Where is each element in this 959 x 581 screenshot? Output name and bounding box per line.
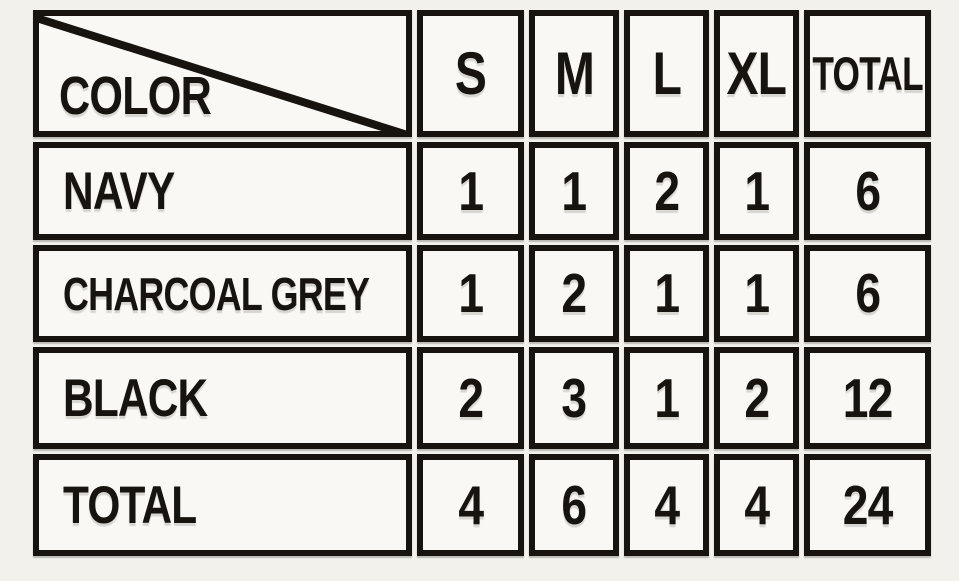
value-cell-navy-m: 1 bbox=[529, 142, 619, 240]
row-label: TOTAL bbox=[63, 475, 197, 535]
col-header-label: TOTAL bbox=[812, 47, 923, 100]
cell-value: 1 bbox=[458, 159, 484, 222]
value-cell-navy-s: 1 bbox=[417, 142, 524, 240]
value-cell-black-m: 3 bbox=[529, 347, 619, 449]
col-header-label: S bbox=[454, 39, 487, 107]
value-cell-total-xl: 4 bbox=[714, 454, 799, 556]
cell-value: 1 bbox=[654, 262, 680, 324]
value-cell-total-m: 6 bbox=[529, 454, 619, 556]
value-cell-charcoal-l: 1 bbox=[624, 245, 709, 342]
row-label-charcoal-grey: CHARCOAL GREY bbox=[33, 245, 412, 342]
cell-value: 1 bbox=[458, 262, 484, 324]
col-header-total: TOTAL bbox=[804, 10, 931, 137]
value-cell-total-l: 4 bbox=[624, 454, 709, 556]
cell-value: 12 bbox=[842, 366, 894, 429]
cell-value: 3 bbox=[561, 366, 588, 429]
row-label: CHARCOAL GREY bbox=[63, 267, 370, 320]
cell-value: 4 bbox=[744, 473, 770, 536]
cell-value: 6 bbox=[561, 473, 588, 536]
cell-value: 6 bbox=[855, 262, 881, 324]
corner-label: COLOR bbox=[59, 66, 212, 126]
cell-value: 4 bbox=[654, 473, 680, 536]
col-header-label: M bbox=[554, 39, 594, 107]
value-cell-black-xl: 2 bbox=[714, 347, 799, 449]
value-cell-charcoal-m: 2 bbox=[529, 245, 619, 342]
col-header-xl: XL bbox=[714, 10, 799, 137]
col-header-m: M bbox=[529, 10, 619, 137]
row-label-navy: NAVY bbox=[33, 142, 412, 240]
value-cell-charcoal-xl: 1 bbox=[714, 245, 799, 342]
cell-value: 1 bbox=[744, 262, 770, 324]
col-header-l: L bbox=[624, 10, 709, 137]
value-cell-black-l: 1 bbox=[624, 347, 709, 449]
cell-value: 2 bbox=[744, 366, 770, 429]
col-header-label: L bbox=[652, 39, 681, 107]
cell-value: 4 bbox=[458, 473, 484, 536]
row-label: NAVY bbox=[63, 161, 175, 221]
row-label-total: TOTAL bbox=[33, 454, 412, 556]
value-cell-total-s: 4 bbox=[417, 454, 524, 556]
value-cell-charcoal-s: 1 bbox=[417, 245, 524, 342]
value-cell-navy-l: 2 bbox=[624, 142, 709, 240]
col-header-s: S bbox=[417, 10, 524, 137]
cell-value: 1 bbox=[744, 159, 770, 222]
corner-cell: COLOR bbox=[33, 10, 412, 137]
col-header-label: XL bbox=[726, 39, 788, 107]
value-cell-black-total: 12 bbox=[804, 347, 931, 449]
cell-value: 1 bbox=[654, 366, 680, 429]
value-cell-navy-xl: 1 bbox=[714, 142, 799, 240]
row-label-black: BLACK bbox=[33, 347, 412, 449]
cell-value: 1 bbox=[561, 159, 588, 222]
row-label: BLACK bbox=[63, 368, 208, 428]
cell-value: 2 bbox=[561, 262, 588, 324]
value-cell-total-total: 24 bbox=[804, 454, 931, 556]
cell-value: 24 bbox=[842, 473, 894, 536]
size-color-table: COLOR S M L XL TOTAL NAVY 1 1 2 1 bbox=[33, 10, 931, 556]
cell-value: 2 bbox=[458, 366, 484, 429]
value-cell-charcoal-total: 6 bbox=[804, 245, 931, 342]
value-cell-black-s: 2 bbox=[417, 347, 524, 449]
cell-value: 6 bbox=[855, 159, 881, 222]
cell-value: 2 bbox=[654, 159, 680, 222]
value-cell-navy-total: 6 bbox=[804, 142, 931, 240]
